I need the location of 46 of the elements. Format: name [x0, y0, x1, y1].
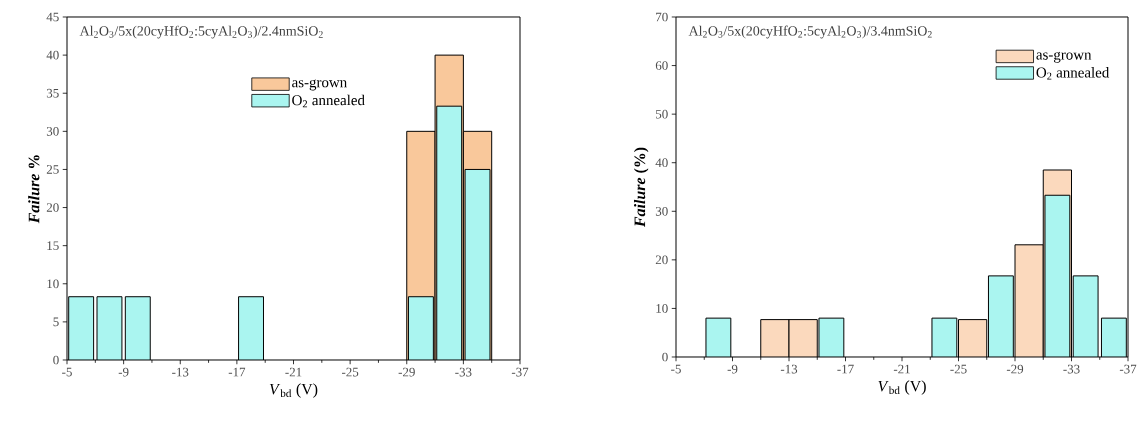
- y-tick-label: 60: [655, 61, 668, 70]
- x-tick-label: -17: [228, 367, 246, 377]
- x-tick-label: -5: [62, 367, 72, 377]
- x-tick-label: -13: [172, 367, 189, 377]
- y-tick-label: 70: [656, 12, 668, 22]
- x-tick-label: -21: [285, 367, 302, 377]
- y-tick-label: 40: [46, 50, 59, 60]
- x-tick-label: -9: [727, 364, 738, 374]
- y-tick-label: 30: [46, 126, 59, 136]
- x-tick-label: -33: [455, 367, 472, 377]
- x-tick-label: -33: [1063, 364, 1080, 374]
- x-tick-label: -17: [837, 364, 854, 374]
- x-tick-label: -13: [780, 364, 798, 374]
- x-axis-title: V$_{bd}$ (V): [269, 383, 318, 398]
- x-tick-label: -29: [398, 367, 415, 377]
- x-tick-label: -29: [1006, 364, 1024, 374]
- legend-label: O$_{2}$ annealed: [292, 94, 365, 108]
- legend-label: as-grown: [1036, 51, 1092, 63]
- y-tick-label: 20: [655, 255, 668, 265]
- legend-label: O$_{2}$ annealed: [1036, 67, 1110, 80]
- y-tick-label: 10: [656, 304, 668, 313]
- y-tick-label: 20: [46, 203, 59, 212]
- y-tick-label: 10: [47, 279, 59, 289]
- y-tick-label: 0: [53, 355, 59, 365]
- y-tick-label: 35: [46, 88, 59, 98]
- legend-label: as-grown: [292, 79, 347, 91]
- x-tick-label: -25: [341, 367, 359, 377]
- text: Al$_{2}$O$_{3}$/5x(20cyHfO$_{2}$:5cyAl$_{2}$O$_{3}$)/2.4nmSiO$_{2}$: [79, 25, 323, 39]
- x-tick-label: -37: [511, 367, 529, 377]
- y-tick-label: 15: [47, 241, 59, 250]
- y-tick-label: 25: [46, 165, 59, 174]
- x-tick-label: -5: [671, 364, 681, 374]
- y-tick-label: 50: [656, 109, 668, 119]
- y-tick-label: 5: [53, 317, 59, 327]
- y-tick-label: 30: [655, 206, 668, 216]
- y-tick-label: 0: [662, 352, 668, 362]
- y-tick-label: 40: [655, 158, 668, 168]
- x-tick-label: -37: [1119, 364, 1137, 374]
- y-axis-title: Failure %: [28, 155, 40, 224]
- text: Al$_{2}$O$_{3}$/5x(20cyHfO$_{2}$:5cyAl$_{2}$O$_{3}$)/3.4nmSiO$_{2}$: [688, 25, 932, 39]
- x-tick-label: -21: [893, 364, 910, 374]
- y-axis-title: Failure (%): [633, 147, 649, 228]
- x-tick-label: -9: [118, 367, 129, 377]
- x-axis-title: V$_{bd}$ (V): [878, 380, 926, 395]
- y-tick-label: 45: [46, 12, 59, 22]
- x-tick-label: -25: [950, 364, 967, 374]
